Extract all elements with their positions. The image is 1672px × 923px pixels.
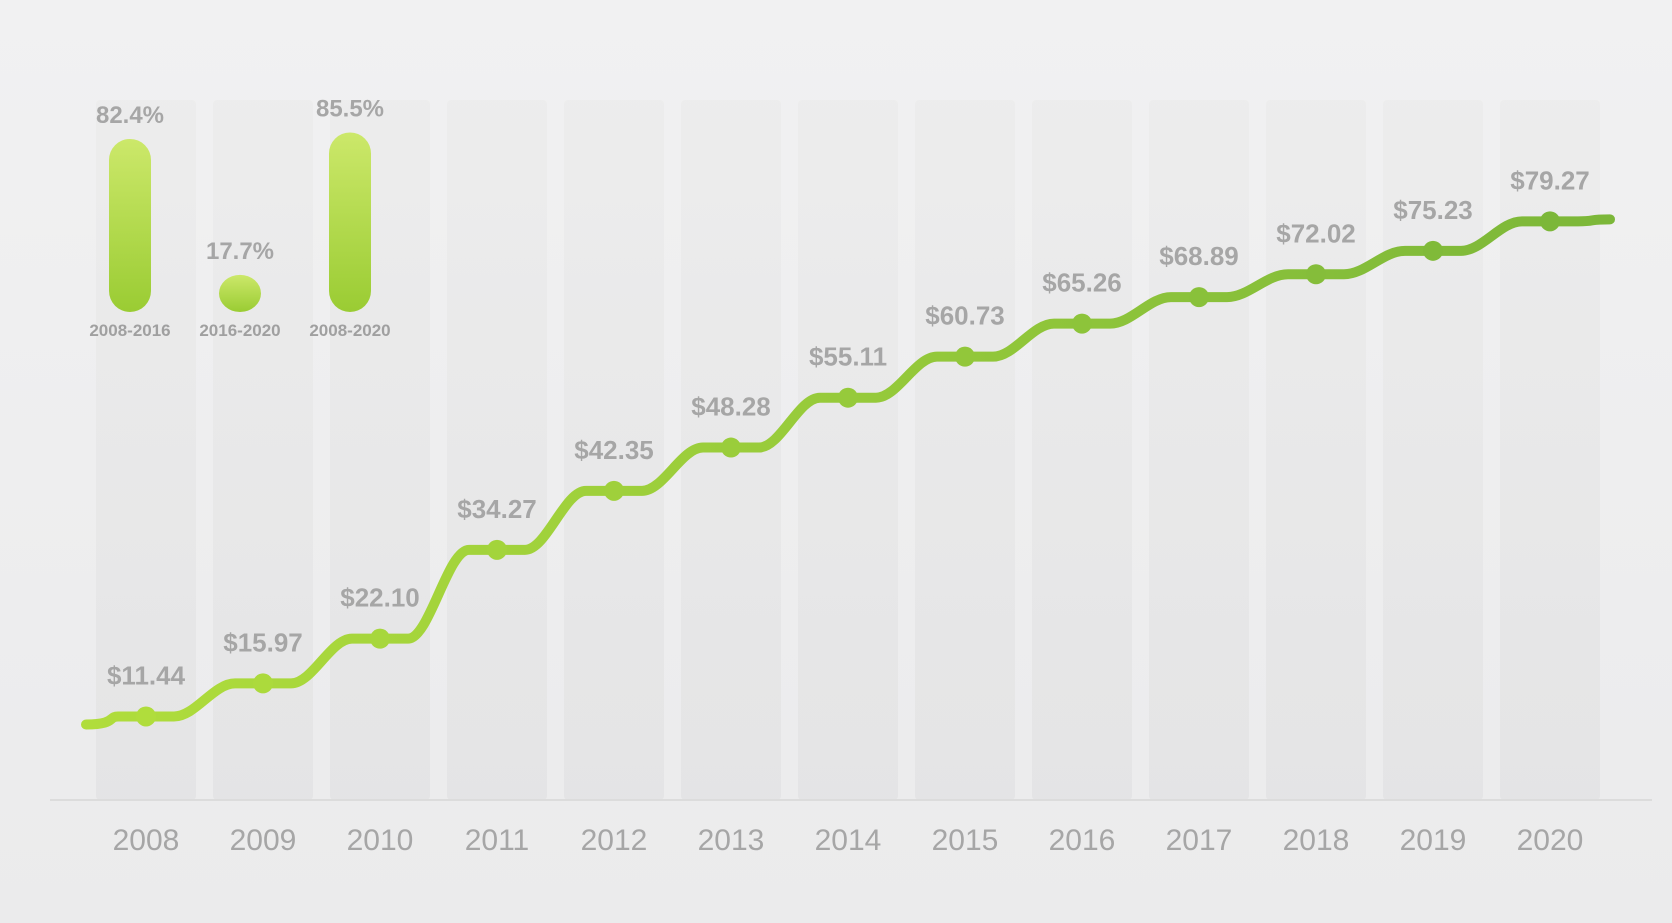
inset-bar — [219, 275, 261, 312]
x-axis-label: 2011 — [465, 824, 530, 857]
background-column — [447, 100, 547, 800]
data-point-marker — [838, 388, 858, 408]
data-point-label: $42.35 — [574, 435, 654, 465]
data-point-marker — [1540, 211, 1560, 231]
background-column — [213, 100, 313, 800]
inset-bar-value: 82.4% — [96, 102, 164, 129]
inset-bar — [329, 132, 371, 312]
data-point-label: $55.11 — [809, 342, 887, 372]
data-point-marker — [955, 347, 975, 367]
inset-bar-category: 2008-2016 — [89, 321, 170, 340]
data-point-marker — [1306, 264, 1326, 284]
background-column — [1032, 100, 1132, 800]
data-point-marker — [1423, 241, 1443, 261]
data-point-marker — [1189, 287, 1209, 307]
data-point-label: $72.02 — [1276, 218, 1356, 248]
x-axis-label: 2013 — [698, 824, 765, 857]
x-axis-label: 2016 — [1049, 824, 1116, 857]
background-column — [1500, 100, 1600, 800]
background-column — [1149, 100, 1249, 800]
data-point-marker — [487, 540, 507, 560]
background-column — [915, 100, 1015, 800]
x-axis-label: 2018 — [1283, 824, 1350, 857]
background-column — [798, 100, 898, 800]
data-point-label: $60.73 — [925, 301, 1005, 331]
data-point-marker — [1072, 314, 1092, 334]
inset-bar-category: 2016-2020 — [199, 321, 280, 340]
x-axis-label: 2012 — [581, 824, 648, 857]
x-axis-label: 2020 — [1517, 824, 1584, 857]
x-axis-label: 2008 — [113, 824, 180, 857]
x-axis-label: 2009 — [230, 824, 297, 857]
data-point-label: $79.27 — [1510, 165, 1590, 195]
inset-bar-value: 85.5% — [316, 95, 384, 122]
data-point-marker — [253, 673, 273, 693]
data-point-marker — [136, 706, 156, 726]
data-point-label: $68.89 — [1159, 241, 1239, 271]
x-axis-label: 2017 — [1166, 824, 1233, 857]
data-point-label: $65.26 — [1042, 268, 1122, 298]
x-axis-label: 2015 — [932, 824, 999, 857]
x-axis-label: 2010 — [347, 824, 414, 857]
data-point-label: $75.23 — [1393, 195, 1473, 225]
chart-root: 2008 2009 2010 2011 2012 2013 2014 2015 2016 2017… — [0, 0, 1672, 923]
data-point-marker — [721, 438, 741, 458]
inset-bar — [109, 139, 151, 312]
data-point-label: $34.27 — [457, 494, 537, 524]
data-point-marker — [604, 481, 624, 501]
data-point-label: $15.97 — [223, 627, 303, 657]
data-point-label: $11.44 — [107, 660, 186, 690]
data-point-label: $48.28 — [691, 392, 771, 422]
background-column — [1266, 100, 1366, 800]
inset-bar-value: 17.7% — [206, 238, 274, 265]
inset-bar-category: 2008-2020 — [309, 321, 390, 340]
data-point-label: $22.10 — [340, 583, 420, 613]
x-axis-label: 2014 — [815, 824, 882, 857]
data-point-marker — [370, 629, 390, 649]
x-axis-label: 2019 — [1400, 824, 1467, 857]
